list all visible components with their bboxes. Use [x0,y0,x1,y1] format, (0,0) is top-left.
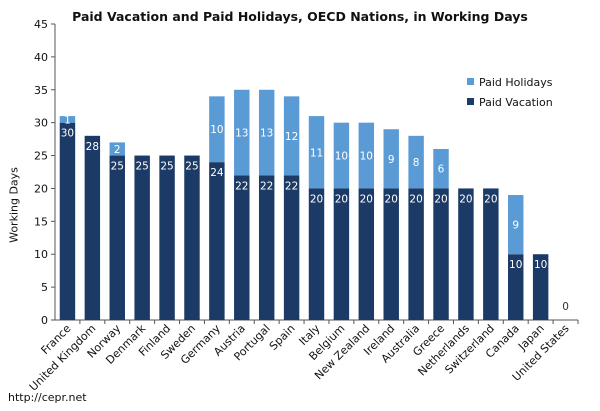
y-tick-label: 25 [34,150,48,163]
bar-label-vacation: 22 [235,180,248,192]
x-category-label: Spain [267,322,298,353]
bar-label-holidays: 13 [235,128,248,140]
bar-paid-vacation [358,188,375,320]
y-tick-label: 35 [34,84,48,97]
bar-label-vacation: 10 [509,259,522,271]
bar-paid-vacation [308,188,325,320]
bar-label-holidays: 1 [64,114,71,126]
bar-paid-holidays [308,116,325,189]
bar-paid-vacation [283,175,300,320]
bar-label-vacation: 20 [335,193,348,205]
y-tick-label: 30 [34,117,48,130]
legend-label: Paid Holidays [479,76,553,89]
bar-paid-vacation [209,162,225,320]
bar-paid-vacation [134,155,150,320]
y-tick-label: 20 [34,182,48,195]
bar-label-vacation: 20 [459,193,472,205]
bar-label-vacation: 20 [385,193,398,205]
bar-paid-holidays [283,96,300,176]
source-credit: http://cepr.net [8,391,87,404]
y-tick-label: 0 [41,314,48,327]
bar-paid-vacation [109,155,125,320]
bar-paid-vacation [532,254,549,320]
bar-label-holidays: 13 [260,128,273,140]
bar-label-vacation: 20 [310,193,323,205]
bar-label-holidays: 8 [413,157,420,169]
bar-paid-vacation [184,155,200,320]
bar-paid-holidays [508,195,524,255]
bar-label-vacation: 22 [285,180,298,192]
bar-paid-holidays [433,148,449,189]
bar-paid-holidays [383,129,399,189]
bar-paid-vacation [433,188,449,320]
y-tick-label: 10 [34,248,48,261]
legend-swatch [467,78,474,85]
bar-label-holidays: 6 [438,164,445,176]
bar-paid-vacation [333,188,350,320]
y-tick-label: 40 [34,51,48,64]
bar-label-vacation: 0 [562,301,569,313]
bar-label-holidays: 10 [360,151,373,163]
bar-paid-holidays [234,89,250,176]
bar-label-holidays: 10 [210,124,223,136]
bar-label-vacation: 30 [61,128,74,140]
bar-paid-vacation [234,175,250,320]
legend-label: Paid Vacation [479,96,553,109]
y-tick-label: 15 [34,215,48,228]
bar-label-vacation: 20 [409,193,422,205]
bar-label-vacation: 25 [160,161,173,173]
bar-label-holidays: 12 [285,131,298,143]
legend-swatch [467,98,474,105]
bar-label-vacation: 25 [135,161,148,173]
bar-label-holidays: 9 [388,154,395,166]
bar-paid-vacation [408,188,424,320]
bar-label-vacation: 28 [86,141,99,153]
bar-paid-holidays [258,89,275,176]
bar-label-vacation: 20 [434,193,447,205]
bar-paid-holidays [59,116,76,123]
bar-paid-vacation [258,175,275,320]
bar-label-holidays: 2 [114,144,121,156]
bar-paid-holidays [109,142,125,156]
bar-label-vacation: 25 [185,161,198,173]
bar-label-holidays: 11 [310,147,323,159]
bar-paid-vacation [84,135,101,320]
bar-label-vacation: 24 [210,167,224,179]
bar-label-holidays: 10 [335,151,348,163]
bar-paid-vacation [159,155,175,320]
chart-title: Paid Vacation and Paid Holidays, OECD Na… [72,9,528,24]
bar-label-vacation: 20 [484,193,497,205]
bar-paid-vacation [458,188,474,320]
bar-label-vacation: 20 [360,193,373,205]
bar-label-vacation: 22 [260,180,273,192]
bar-paid-vacation [508,254,524,320]
bar-paid-holidays [408,135,424,189]
bar-label-holidays: 9 [512,220,519,232]
bar-paid-holidays [209,96,225,163]
bar-label-vacation: 25 [111,161,124,173]
bar-paid-vacation [59,122,76,321]
bar-label-vacation: 10 [534,259,547,271]
y-tick-label: 45 [34,18,48,31]
bar-paid-holidays [358,122,375,189]
y-tick-label: 5 [41,281,48,294]
bar-paid-vacation [383,188,399,320]
bar-paid-holidays [333,122,350,189]
bar-paid-vacation [483,188,499,320]
